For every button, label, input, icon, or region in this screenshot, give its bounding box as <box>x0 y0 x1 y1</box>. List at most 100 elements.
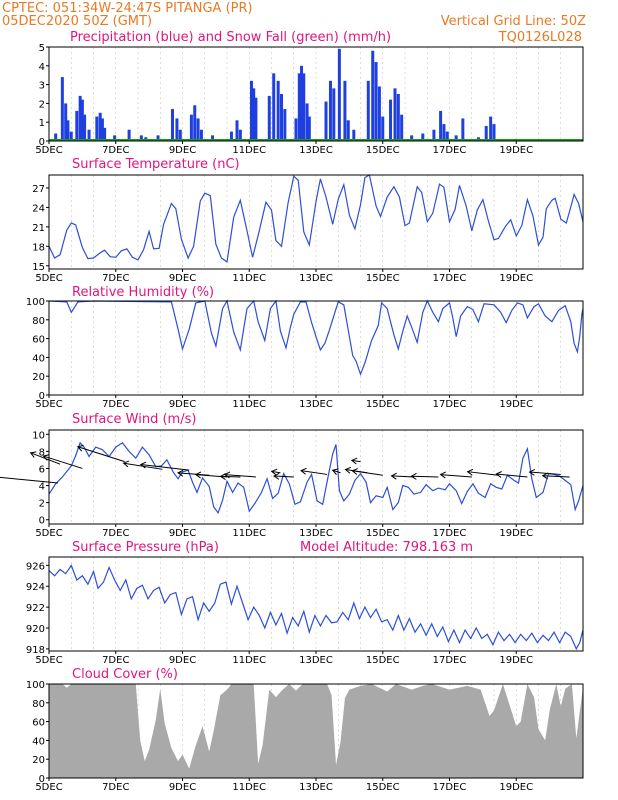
x-tick-label: 9DEC <box>169 273 196 284</box>
pressure-title: Surface Pressure (hPa) <box>72 540 219 555</box>
precip-bar <box>267 95 271 141</box>
wind-arrow-head <box>528 468 535 476</box>
x-tick-label: 15DEC <box>366 273 400 284</box>
temperature-panel: Surface Temperature (nC) 15 18 21 24 27 5DEC 7… <box>32 157 584 284</box>
x-tick-label: 11DEC <box>232 399 266 410</box>
wind-arrow-head <box>177 469 184 477</box>
x-tick-label: 17DEC <box>433 528 467 539</box>
precip-bar <box>374 62 378 141</box>
precip-bar <box>283 109 287 141</box>
wind-arrow-head <box>390 472 397 480</box>
precip-bar <box>64 103 68 141</box>
temperature-title: Surface Temperature (nC) <box>72 157 240 172</box>
wind-arrow-head <box>76 444 84 452</box>
precip-bar <box>280 94 284 141</box>
x-tick-label: 5DEC <box>35 528 62 539</box>
precip-bar <box>238 129 242 141</box>
precip-bar <box>196 118 200 141</box>
wind-arrow <box>332 469 341 474</box>
header-run-time: 05DEC2020 50Z (GMT) <box>2 14 152 29</box>
x-tick-label: 11DEC <box>232 782 266 793</box>
precip-bar <box>294 118 298 141</box>
y-tick-label: 0 <box>39 774 45 785</box>
precip-bar <box>66 120 70 141</box>
precip-bar <box>127 129 131 141</box>
x-tick-label: 9DEC <box>169 782 196 793</box>
x-tick-label: 7DEC <box>102 273 129 284</box>
precip-bar <box>432 129 436 141</box>
precip-bar <box>305 103 309 141</box>
x-tick-label: 17DEC <box>433 273 467 284</box>
humidity-panel: Relative Humidity (%) 0 20 40 60 80 100 5DEC 7D… <box>26 285 584 410</box>
wind-arrow <box>391 475 414 478</box>
precip-bar <box>235 120 239 141</box>
pressure-panel: Surface Pressure (hPa) Model Altitude: 7… <box>26 540 584 666</box>
x-tick-label: 7DEC <box>102 528 129 539</box>
temperature-frame <box>48 174 584 270</box>
x-tick-label: 17DEC <box>433 145 467 156</box>
precip-bar <box>484 125 488 141</box>
x-tick-label: 13DEC <box>299 782 333 793</box>
precip-bar <box>113 135 117 141</box>
x-tick-label: 9DEC <box>169 528 196 539</box>
precip-bar <box>54 133 58 141</box>
precip-bar <box>211 135 215 141</box>
wind-arrow <box>140 464 190 471</box>
wind-arrow <box>467 471 499 476</box>
wind-arrow <box>529 471 561 475</box>
wind-arrow <box>352 470 383 476</box>
y-tick-label: 100 <box>26 297 45 308</box>
wind-arrow-head <box>495 471 502 478</box>
y-tick-label: 10 <box>32 430 45 441</box>
precip-bar <box>324 101 328 141</box>
x-tick-label: 17DEC <box>433 782 467 793</box>
series-line <box>48 441 584 515</box>
wind-arrow <box>542 475 570 478</box>
x-tick-label: 15DEC <box>366 399 400 410</box>
precip-bar <box>272 73 276 141</box>
precip-bar <box>69 131 73 141</box>
x-tick-label: 17DEC <box>433 655 467 666</box>
wind-arrow-head <box>270 468 278 476</box>
wind-arrow <box>220 475 241 478</box>
wind-arrow-head <box>351 468 358 475</box>
precip-bar <box>377 86 381 141</box>
wind-arrow <box>0 476 58 484</box>
precip-bar <box>98 112 102 141</box>
wind-arrow <box>271 470 281 474</box>
x-tick-label: 9DEC <box>169 655 196 666</box>
wind-arrow-head <box>194 471 202 479</box>
y-tick-label: 18 <box>32 242 45 253</box>
precip-bar <box>300 65 304 141</box>
precip-bar <box>170 109 174 141</box>
wind-arrow-head <box>42 454 50 461</box>
precip-bar <box>78 95 82 141</box>
y-tick-label: 0 <box>39 137 45 148</box>
precipitation-frame <box>48 46 584 142</box>
x-tick-label: 5DEC <box>35 399 62 410</box>
y-tick-label: 15 <box>32 262 45 273</box>
x-tick-label: 11DEC <box>232 145 266 156</box>
precip-bar <box>461 118 465 141</box>
precip-bar <box>442 124 446 141</box>
x-tick-label: 5DEC <box>35 782 62 793</box>
humidity-title: Relative Humidity (%) <box>72 285 214 300</box>
precipitation-panel: Precipitation (blue) and Snow Fall (gree… <box>35 30 584 156</box>
precip-bar <box>75 110 79 141</box>
header-location: CPTEC: 051:34W-24:47S PITANGA (PR) <box>2 1 253 16</box>
humidity-frame <box>48 300 584 396</box>
y-tick-label: 3 <box>39 81 45 92</box>
wind-arrow-head <box>541 472 549 480</box>
precip-bar <box>297 73 301 141</box>
y-tick-label: 40 <box>32 736 45 747</box>
header-vertical-grid: Vertical Grid Line: 50Z <box>441 14 586 29</box>
y-tick-label: 27 <box>32 184 45 195</box>
y-tick-label: 1 <box>39 118 45 129</box>
x-tick-label: 7DEC <box>102 655 129 666</box>
precip-bar <box>178 129 182 141</box>
precip-bar <box>83 114 87 141</box>
precip-bar <box>252 88 256 141</box>
precip-bar <box>103 127 107 141</box>
cloud-cover-frame <box>48 683 584 779</box>
precip-bar <box>193 105 197 141</box>
